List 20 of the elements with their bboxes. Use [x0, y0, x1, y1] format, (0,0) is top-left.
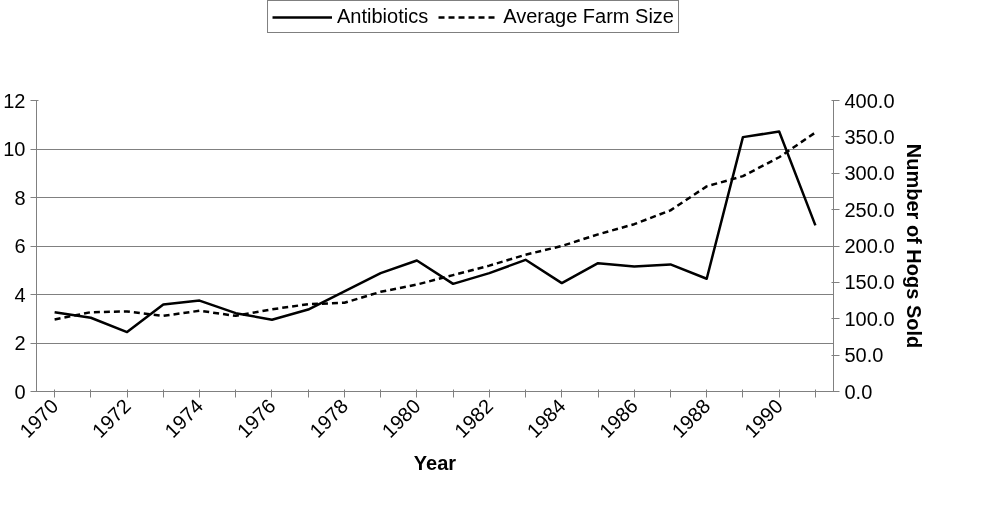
y2-tick-label: 350.0: [844, 125, 895, 148]
y2-tick-label: 50.0: [844, 344, 884, 367]
y2-axis-title: Number of Hogs Sold: [902, 143, 925, 349]
y-tick-label: 6: [14, 235, 26, 257]
y-tick-label: 10: [3, 138, 26, 160]
y-tick-label: 8: [14, 186, 26, 209]
y-tick-label: 2: [14, 332, 26, 354]
legend-label: Average Farm Size: [503, 5, 674, 28]
y2-tick-label: 200.0: [844, 235, 895, 257]
x-axis-title: Year: [413, 451, 457, 474]
y2-tick-label: 300.0: [844, 162, 895, 185]
y2-tick-label: 150.0: [844, 271, 895, 294]
y-tick-label: 0: [14, 380, 26, 403]
y2-tick-label: 0.0: [844, 380, 873, 403]
y2-tick-label: 250.0: [844, 198, 895, 221]
y2-tick-label: 400.0: [844, 89, 895, 112]
y-tick-label: 12: [3, 89, 26, 112]
y2-tick-label: 100.0: [844, 307, 895, 330]
y-tick-label: 4: [14, 283, 26, 306]
legend-label: Antibiotics: [337, 5, 429, 28]
